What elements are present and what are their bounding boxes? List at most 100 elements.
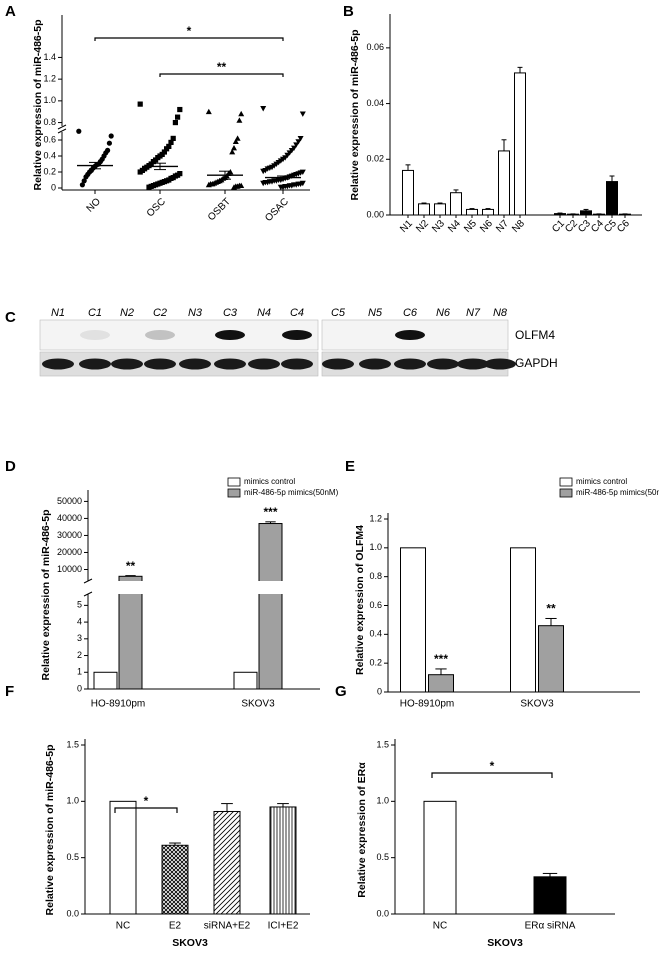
y-tick-label: 0.6 — [369, 600, 382, 610]
y-tick-label: 4 — [77, 616, 82, 626]
x-tick-label: N4 — [446, 218, 463, 235]
significance-bracket — [94, 37, 284, 41]
bar — [161, 844, 189, 915]
blot-band — [80, 330, 110, 340]
blot-band — [322, 358, 354, 370]
y-tick-label: 1.5 — [376, 739, 389, 749]
legend-swatch — [559, 488, 573, 498]
x-tick-label: HO-8910pm — [91, 699, 145, 710]
significance-label: *** — [434, 652, 448, 666]
y-tick-label: 0.6 — [43, 134, 56, 144]
data-point — [205, 181, 212, 188]
x-tick-label: N5 — [462, 218, 479, 235]
y-tick-label: 0.00 — [366, 209, 384, 219]
bar — [580, 210, 592, 216]
y-tick-label: 1.2 — [369, 513, 382, 523]
x-axis-label: SKOV3 — [487, 937, 523, 949]
legend-label: miR-486-5p mimics(50nM) — [576, 488, 659, 497]
data-point — [175, 114, 181, 120]
y-tick-label: 0.5 — [66, 852, 79, 862]
y-tick-label: 0.8 — [369, 571, 382, 581]
lane-label: C3 — [223, 307, 238, 319]
bar — [258, 523, 283, 690]
x-tick-label: OSAC — [263, 196, 291, 224]
data-point — [260, 168, 267, 175]
bar — [400, 547, 426, 693]
data-point — [137, 101, 143, 107]
legend-label: miR-486-5p mimics(50nM) — [244, 488, 339, 497]
legend-label: mimics control — [244, 477, 295, 486]
x-tick-label: ICI+E2 — [268, 921, 299, 932]
data-point — [236, 117, 243, 123]
x-tick-label: SKOV3 — [241, 699, 275, 710]
panel-label: C — [5, 309, 16, 326]
data-point — [172, 119, 178, 126]
lane-label: C6 — [403, 307, 418, 319]
y-axis-label: Relative expression of miR-486-5p — [349, 30, 361, 201]
bar — [233, 671, 258, 690]
data-point — [137, 169, 143, 175]
bar — [482, 208, 494, 216]
y-tick-label: 20000 — [57, 547, 82, 557]
data-point — [231, 184, 237, 190]
y-tick-label: 0.06 — [366, 42, 384, 52]
legend-swatch — [227, 477, 241, 487]
y-tick-label: 0.04 — [366, 98, 384, 108]
bar — [109, 800, 137, 915]
data-point — [205, 108, 212, 115]
bar — [606, 181, 618, 216]
data-point — [232, 138, 239, 144]
data-point — [238, 110, 245, 117]
bar — [418, 203, 430, 216]
y-tick-label: 10000 — [57, 564, 82, 574]
data-point — [277, 184, 284, 191]
x-tick-label: N7 — [494, 218, 511, 235]
y-tick-label: 1.0 — [369, 542, 382, 552]
axis-break — [57, 128, 67, 134]
y-tick-label: 3 — [77, 633, 82, 643]
lane-label: N6 — [436, 307, 451, 319]
bar — [213, 810, 241, 915]
bar — [428, 674, 454, 693]
blot-band — [144, 358, 176, 370]
blot-band — [215, 330, 245, 340]
significance-bracket — [114, 807, 178, 813]
x-tick-label: siRNA+E2 — [204, 921, 251, 932]
data-point — [164, 146, 170, 152]
data-point — [260, 180, 267, 187]
y-tick-label: 30000 — [57, 530, 82, 540]
blot-band — [179, 358, 211, 370]
lane-label: N4 — [257, 307, 271, 319]
data-point — [76, 128, 82, 134]
blot-panel — [39, 319, 319, 351]
bar — [450, 192, 462, 216]
bar — [554, 213, 566, 216]
data-point — [260, 106, 267, 112]
lane-label: N8 — [493, 307, 508, 319]
data-point — [229, 149, 236, 155]
y-tick-label: 2 — [77, 650, 82, 660]
y-tick-label: 0.2 — [369, 658, 382, 668]
x-tick-label: SKOV3 — [520, 699, 554, 710]
y-tick-label: 0 — [377, 686, 382, 696]
row-label: GAPDH — [515, 356, 558, 370]
blot-band — [248, 358, 280, 370]
data-point — [177, 106, 183, 113]
y-tick-label: 0.0 — [66, 908, 79, 918]
lane-label: N1 — [51, 307, 65, 319]
x-tick-label: NO — [85, 196, 104, 215]
significance-label: * — [490, 759, 495, 773]
lane-label: C1 — [88, 307, 102, 319]
x-tick-label: NC — [433, 921, 447, 932]
data-point — [231, 145, 237, 151]
bar — [538, 625, 564, 693]
y-tick-label: 40000 — [57, 513, 82, 523]
data-point — [168, 139, 174, 145]
x-tick-label: N8 — [510, 218, 527, 235]
data-point — [146, 184, 152, 190]
y-axis-label: Relative expression of miR-486-5p — [40, 510, 52, 681]
x-tick-label: N6 — [478, 218, 495, 235]
bar — [402, 169, 414, 216]
